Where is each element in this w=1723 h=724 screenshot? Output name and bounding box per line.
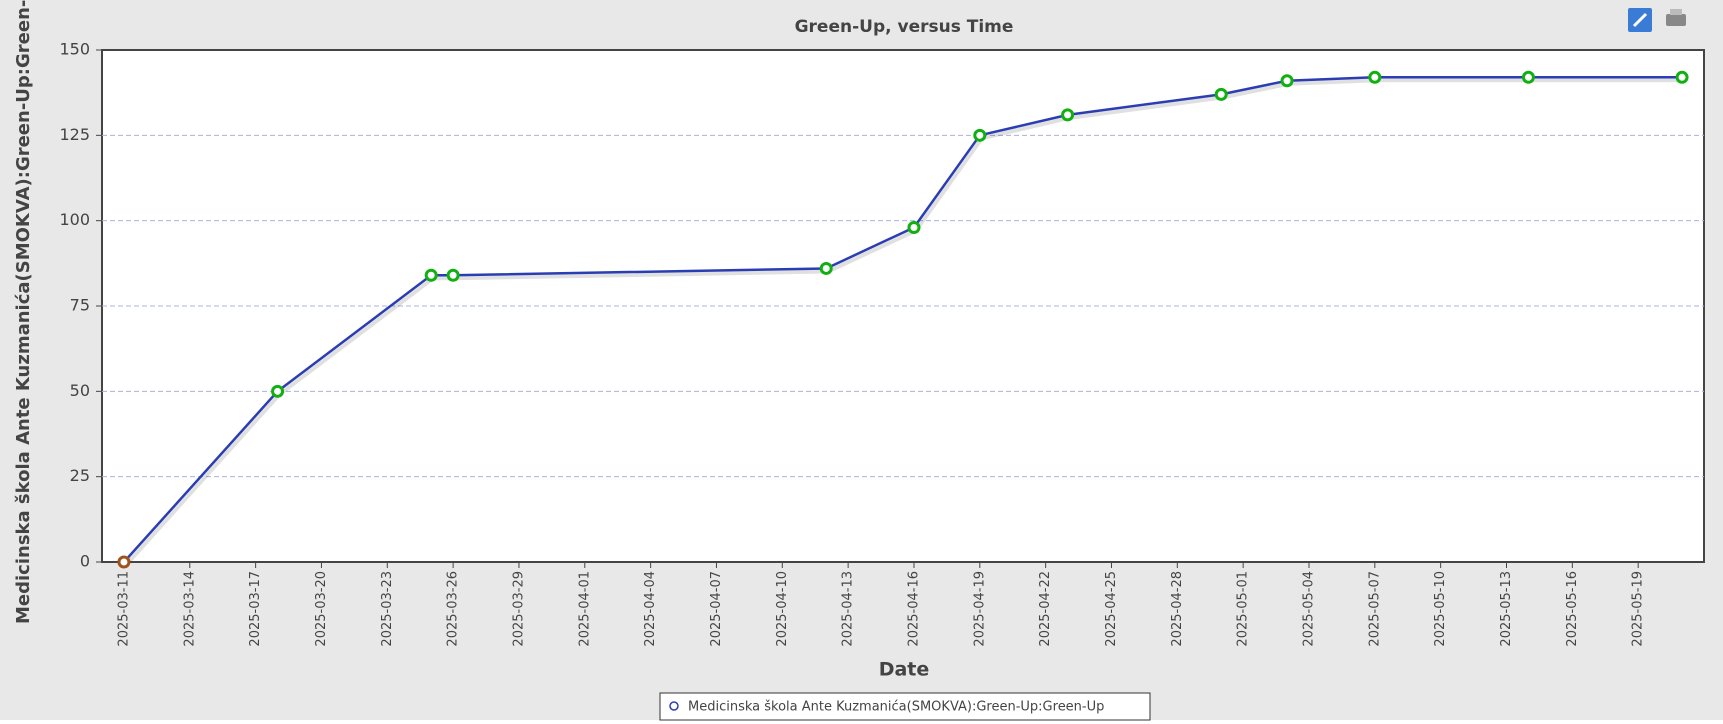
chart-title: Green-Up, versus Time — [795, 17, 1014, 37]
marker — [1675, 70, 1689, 84]
marker — [973, 128, 987, 142]
x-tick-label: 2025-05-04 — [1301, 571, 1316, 647]
y-tick-label: 50 — [70, 381, 90, 400]
marker — [1368, 70, 1382, 84]
marker — [819, 261, 833, 275]
x-tick-label: 2025-03-17 — [248, 571, 263, 647]
x-tick-label: 2025-05-01 — [1236, 571, 1251, 647]
x-axis-label: Date — [879, 659, 930, 681]
x-tick-label: 2025-03-26 — [446, 571, 461, 647]
marker — [907, 220, 921, 234]
y-axis-label: Medicinska škola Ante Kuzmanića(SMOKVA):… — [13, 0, 34, 624]
x-tick-label: 2025-03-20 — [314, 571, 329, 647]
marker — [1061, 108, 1075, 122]
x-tick-label: 2025-03-14 — [182, 571, 197, 647]
y-tick-label: 75 — [70, 296, 90, 315]
x-tick-label: 2025-04-22 — [1038, 571, 1053, 647]
y-tick-label: 25 — [70, 466, 90, 485]
x-tick-label: 2025-04-04 — [643, 571, 658, 647]
marker — [1521, 70, 1535, 84]
link-icon[interactable] — [1628, 8, 1652, 32]
print-icon[interactable] — [1666, 9, 1686, 26]
x-tick-label: 2025-05-19 — [1631, 571, 1646, 647]
y-tick-label: 0 — [80, 552, 90, 571]
x-tick-label: 2025-04-28 — [1170, 571, 1185, 647]
x-tick-label: 2025-04-16 — [906, 571, 921, 647]
x-tick-label: 2025-03-11 — [116, 571, 131, 647]
marker — [117, 555, 131, 569]
y-tick-label: 150 — [59, 40, 90, 59]
x-tick-label: 2025-03-29 — [511, 571, 526, 647]
x-tick-label: 2025-04-13 — [841, 571, 856, 647]
x-tick-label: 2025-05-13 — [1499, 571, 1514, 647]
marker — [1280, 74, 1294, 88]
y-tick-label: 100 — [59, 210, 90, 229]
x-tick-label: 2025-05-07 — [1367, 571, 1382, 647]
x-tick-label: 2025-04-07 — [709, 571, 724, 647]
x-tick-label: 2025-04-01 — [577, 571, 592, 647]
marker — [424, 268, 438, 282]
x-tick-label: 2025-04-25 — [1104, 571, 1119, 647]
x-tick-label: 2025-05-16 — [1565, 571, 1580, 647]
y-tick-label: 125 — [59, 125, 90, 144]
x-tick-label: 2025-04-19 — [972, 571, 987, 647]
x-tick-label: 2025-03-23 — [380, 571, 395, 647]
x-tick-label: 2025-05-10 — [1433, 571, 1448, 647]
marker — [446, 268, 460, 282]
legend-label: Medicinska škola Ante Kuzmanića(SMOKVA):… — [688, 700, 1104, 715]
legend-marker — [669, 701, 679, 711]
marker — [1214, 87, 1228, 101]
x-tick-label: 2025-04-10 — [775, 571, 790, 647]
legend — [659, 692, 1151, 721]
marker — [271, 384, 285, 398]
